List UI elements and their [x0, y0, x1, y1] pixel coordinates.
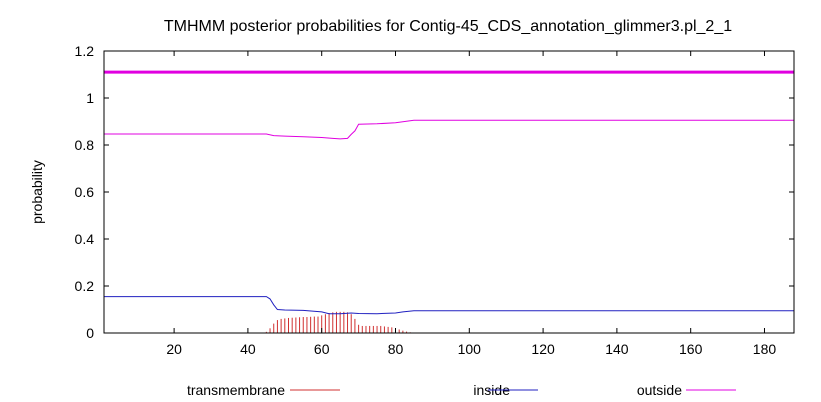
y-tick-label-5: 1	[86, 90, 94, 106]
legend: transmembrane inside outside	[187, 382, 736, 398]
y-axis-label: probability	[29, 160, 45, 224]
x-tick-label-60: 60	[314, 341, 330, 357]
y-tick-label-6: 1.2	[75, 43, 95, 59]
x-tick-label-40: 40	[240, 341, 256, 357]
x-tick-label-20: 20	[166, 341, 182, 357]
legend-label-outside: outside	[637, 382, 682, 398]
y-tick-label-2: 0.4	[75, 231, 95, 247]
x-axis: 20 40 60 80 100 120 140 160 180	[166, 51, 776, 357]
outside-line	[104, 119, 794, 140]
x-tick-label-160: 160	[679, 341, 703, 357]
y-axis: 0 0.2 0.4 0.6 0.8 1 1.2	[75, 43, 794, 341]
chart-title: TMHMM posterior probabilities for Contig…	[164, 18, 732, 35]
x-tick-label-140: 140	[605, 341, 629, 357]
y-tick-label-0: 0	[86, 325, 94, 341]
plot-frame	[103, 50, 795, 334]
y-tick-label-1: 0.2	[75, 278, 95, 294]
series-layer	[104, 70, 794, 333]
y-tick-label-4: 0.8	[75, 137, 95, 153]
x-tick-label-120: 120	[531, 341, 555, 357]
x-tick-label-180: 180	[753, 341, 777, 357]
inside-line	[104, 296, 794, 315]
y-tick-label-3: 0.6	[75, 184, 95, 200]
x-tick-label-100: 100	[458, 341, 482, 357]
x-tick-label-80: 80	[388, 341, 404, 357]
legend-label-transmembrane: transmembrane	[187, 382, 285, 398]
